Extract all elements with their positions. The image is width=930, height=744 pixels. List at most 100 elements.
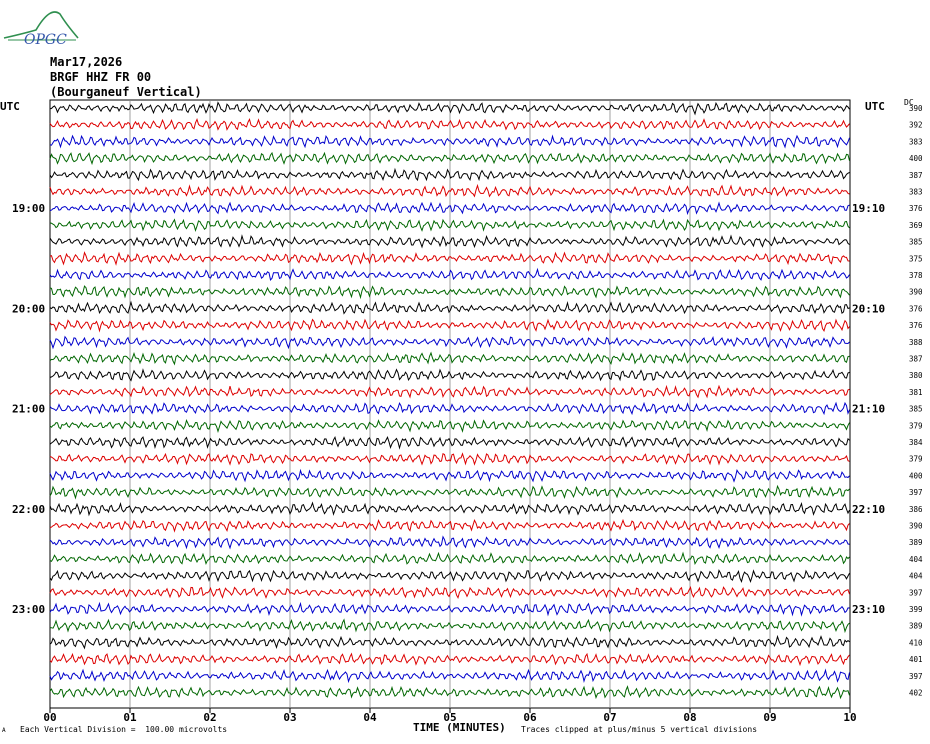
seismic-trace — [49, 452, 850, 466]
seismic-trace — [49, 218, 850, 233]
seismic-trace — [49, 484, 850, 500]
seismic-trace — [49, 251, 850, 266]
dc-offset-label: 379 — [909, 455, 923, 464]
left-time-label: 19:00 — [12, 202, 45, 215]
seismic-trace — [49, 418, 850, 434]
seismic-trace — [49, 685, 850, 700]
x-tick-label: 00 — [43, 711, 56, 724]
seismic-trace — [49, 368, 850, 382]
utc-right-label: UTC — [865, 100, 885, 113]
dc-offset-label: 385 — [909, 238, 923, 247]
right-time-label: 23:10 — [852, 603, 885, 616]
dc-offset-label: 384 — [909, 438, 923, 447]
dc-offset-label: 400 — [909, 471, 923, 480]
seismic-trace — [49, 183, 850, 198]
seismic-trace — [49, 318, 850, 333]
dc-offset-label: 389 — [909, 538, 923, 547]
dc-offset-label: 376 — [909, 321, 923, 330]
dc-offset-label: 401 — [909, 655, 923, 664]
dc-offset-label: 385 — [909, 405, 923, 414]
right-time-label: 21:10 — [852, 403, 885, 416]
dc-offset-label: 387 — [909, 171, 923, 180]
seismic-trace — [49, 518, 850, 533]
left-time-label: 20:00 — [12, 302, 45, 315]
dc-offset-label: 397 — [909, 672, 923, 681]
x-tick-label: 02 — [203, 711, 216, 724]
station-location: (Bourganeuf Vertical) — [50, 85, 202, 99]
opgc-logo-icon: OPGC — [3, 11, 79, 48]
dc-offset-label: 390 — [909, 522, 923, 531]
dc-offset-label: 397 — [909, 488, 923, 497]
logo: OPGC — [2, 4, 82, 48]
x-tick-label: 05 — [443, 711, 456, 724]
seismic-trace — [49, 151, 850, 166]
seismic-trace — [49, 134, 850, 149]
right-time-label: 20:10 — [852, 302, 885, 315]
dc-offset-label: 397 — [909, 588, 923, 597]
x-tick-label: 10 — [843, 711, 856, 724]
seismic-trace — [49, 634, 850, 650]
right-time-label: 19:10 — [852, 202, 885, 215]
dc-offset-label: 400 — [909, 154, 923, 163]
seismic-trace — [49, 234, 850, 249]
seismic-trace — [49, 586, 850, 600]
dc-offset-label: 404 — [909, 572, 923, 581]
left-time-label: 23:00 — [12, 603, 45, 616]
x-tick-label: 01 — [123, 711, 137, 724]
seismic-trace — [49, 285, 850, 300]
left-time-label: 21:00 — [12, 403, 45, 416]
seismic-trace — [49, 167, 850, 182]
dc-offset-label: 376 — [909, 204, 923, 213]
seismic-trace — [49, 201, 850, 216]
dc-offset-label: 390 — [909, 288, 923, 297]
seismic-trace — [49, 401, 850, 416]
corner-mark: A — [2, 727, 6, 734]
dc-offset-label: 376 — [909, 304, 923, 313]
seismic-trace — [49, 468, 850, 483]
right-time-label: 22:10 — [852, 503, 885, 516]
dc-offset-label: 386 — [909, 505, 923, 514]
seismic-trace — [49, 300, 850, 315]
x-tick-label: 06 — [523, 711, 537, 724]
station-code: BRGF HHZ FR 00 — [50, 70, 152, 84]
seismic-trace — [49, 101, 850, 116]
dc-offset-label: 381 — [909, 388, 923, 397]
dc-offset-label: 389 — [909, 622, 923, 631]
dc-offset-label: 383 — [909, 188, 923, 197]
seismic-trace — [50, 618, 850, 634]
seismic-trace — [49, 601, 850, 617]
utc-left-label: UTC — [0, 100, 20, 113]
dc-offset-label: 404 — [909, 555, 923, 564]
trace-date: Mar17,2026 — [50, 55, 123, 69]
x-tick-label: 09 — [763, 711, 776, 724]
seismic-trace — [49, 267, 850, 281]
dc-offset-label: 378 — [909, 271, 923, 280]
dc-offset-label: 369 — [909, 221, 923, 230]
seismic-trace — [49, 535, 850, 550]
seismic-trace — [49, 551, 850, 566]
dc-offset-label: 383 — [909, 137, 923, 146]
scale-note: Each Vertical Division = 100.00 microvol… — [20, 725, 228, 734]
seismic-trace — [49, 501, 850, 517]
dc-offset-label: 375 — [909, 254, 923, 263]
dc-offset-label: 390 — [909, 104, 923, 113]
dc-offset-label: 379 — [909, 421, 923, 430]
dc-offset-label: 399 — [909, 605, 923, 614]
dc-offset-label: 410 — [909, 638, 923, 647]
dc-header: DC — [904, 98, 914, 107]
seismic-trace — [49, 668, 850, 684]
seismic-trace — [49, 351, 850, 366]
dc-offset-label: 387 — [909, 355, 923, 364]
seismic-trace — [49, 335, 850, 350]
x-tick-label: 03 — [283, 711, 296, 724]
clip-note: Traces clipped at plus/minus 5 vertical … — [521, 725, 758, 734]
seismic-trace — [49, 117, 850, 131]
seismic-trace — [49, 569, 850, 584]
x-tick-label: 07 — [603, 711, 616, 724]
x-tick-label: 08 — [683, 711, 696, 724]
x-tick-label: 04 — [363, 711, 377, 724]
dc-offset-label: 388 — [909, 338, 923, 347]
dc-offset-label: 392 — [909, 121, 923, 130]
seismic-trace — [49, 384, 850, 399]
